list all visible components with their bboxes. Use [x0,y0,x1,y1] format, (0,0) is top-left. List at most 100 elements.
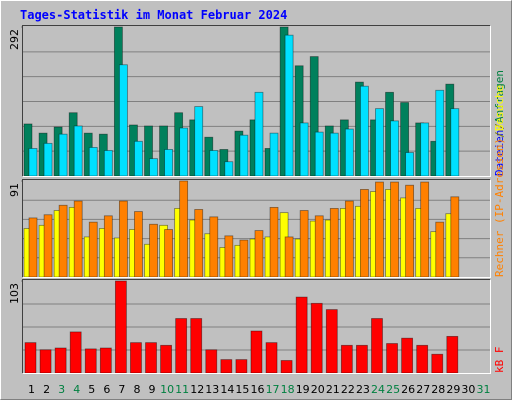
bar [254,230,264,278]
legend-entry: Besuche [493,85,506,131]
x-tick-label: 21 [326,383,340,396]
bar [284,34,294,177]
bar [299,122,309,177]
bar [164,229,173,278]
x-tick-label: 7 [118,383,125,396]
bar [239,239,249,278]
bar [118,64,128,177]
legend: Dateien/Anfragen [493,70,506,176]
bar [118,200,128,278]
panel-border-light [22,179,491,278]
bar [149,158,158,177]
x-tick-label: 12 [190,383,204,396]
bar [24,342,37,374]
bar [371,318,383,374]
bar [58,133,68,177]
bar [295,296,308,374]
x-tick-label: 28 [431,383,445,396]
x-tick-label: 15 [235,383,249,396]
bar [175,318,188,374]
bar [375,108,384,177]
bar [190,318,203,374]
bar [130,342,142,374]
legend-entry: Dateien [493,130,506,176]
bar [299,210,309,278]
bar [179,127,189,177]
bar [405,152,415,177]
bar [43,214,53,278]
bar [340,344,353,374]
legend-separator: / [493,123,506,130]
x-tick-label: 8 [133,383,140,396]
bar [310,302,323,374]
bar [69,331,82,374]
y-tick-label: 292 [8,29,21,50]
x-tick-label: 30 [461,383,475,396]
y-tick-label: 91 [8,183,21,197]
x-tick-label: 25 [386,383,400,396]
bar [220,359,233,374]
bar [356,344,368,374]
bar [134,140,143,177]
bar [179,180,189,278]
bar [360,85,369,177]
bar [43,142,53,177]
x-tick-label: 27 [416,383,430,396]
y-tick-label: 103 [8,283,21,304]
x-tick-label: 22 [341,383,355,396]
bar [209,150,219,177]
bar [149,223,158,278]
legend: kB F [493,347,506,374]
x-tick-label: 5 [88,383,95,396]
x-tick-label: 4 [73,383,80,396]
x-tick-label: 23 [356,383,370,396]
bar [314,131,324,177]
bar [73,200,83,278]
x-tick-label: 6 [103,383,110,396]
x-tick-label: 14 [220,383,234,396]
bar [209,216,219,278]
bar [450,108,460,177]
bar [375,181,384,278]
bar [390,120,399,177]
x-tick-label: 31 [476,383,490,396]
bar [344,128,354,177]
bar [344,200,354,278]
bar [103,150,113,177]
chart-title: Tages-Statistik im Monat Februar 2024 [20,8,287,22]
panel-border-dark [22,25,491,177]
panel-border-light [22,279,491,374]
bar [360,189,369,278]
bar [401,337,414,374]
panel-border-dark [22,179,491,278]
bar [325,309,338,374]
x-tick-label: 11 [175,383,189,396]
bar [134,211,143,278]
x-tick-label: 26 [401,383,415,396]
bar [329,132,339,177]
bar [435,89,445,177]
bar [446,335,459,374]
x-tick-label: 24 [371,383,385,396]
bar [431,353,444,374]
legend-entry: kB F [493,347,506,374]
bar [269,132,279,177]
bar [88,147,98,177]
bar [114,280,127,374]
x-tick-label: 3 [58,383,65,396]
x-tick-label: 29 [446,383,460,396]
bar [416,344,429,374]
bar [250,330,263,374]
bar [160,344,172,374]
bar [224,161,234,177]
bar [194,209,204,278]
bar [435,221,445,278]
bar [235,359,248,374]
x-tick-label: 1 [28,383,35,396]
bar [164,149,173,177]
bar [269,206,279,278]
x-tick-label: 10 [160,383,174,396]
legend: Rechner (IP-Adressen)/Besuche [493,85,506,277]
bar [99,347,112,374]
